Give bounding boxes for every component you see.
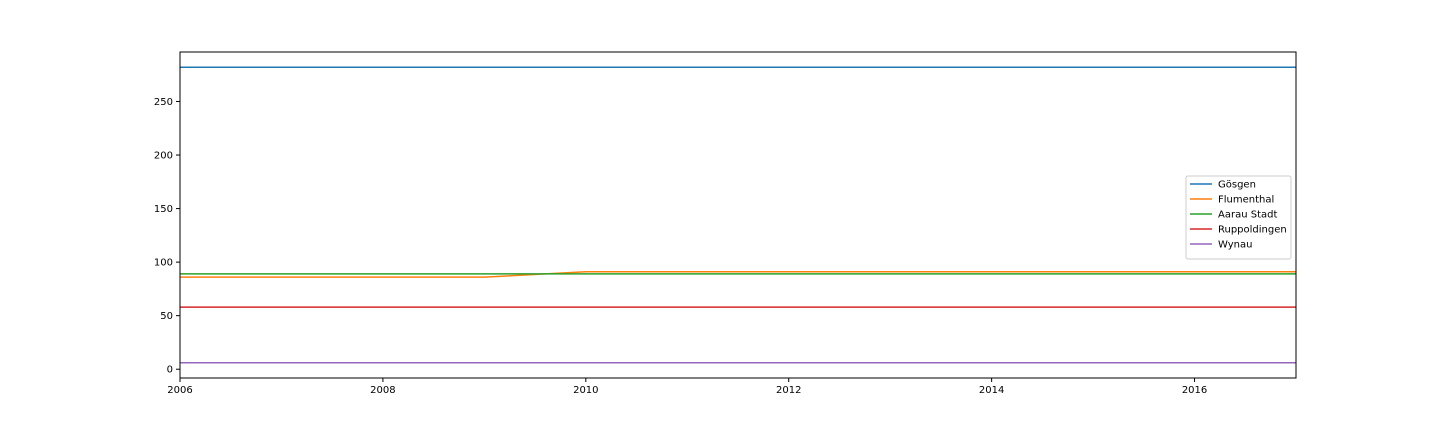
legend-label: Aarau Stadt bbox=[1218, 210, 1277, 221]
legend: Gösgen Flumenthal Aarau Stadt Ruppoldingen W… bbox=[1185, 175, 1292, 260]
x-tick-label: 2008 bbox=[370, 385, 395, 396]
legend-box bbox=[1185, 175, 1292, 260]
y-tick-label: 200 bbox=[154, 151, 173, 162]
legend-label: Gösgen bbox=[1218, 180, 1256, 191]
x-tick-label: 2012 bbox=[776, 385, 801, 396]
axes-layer: 2006 2008 2010 2012 2014 2016 0 50 100 150 200 250 bbox=[154, 51, 1297, 396]
x-tick-label: 2016 bbox=[1182, 385, 1207, 396]
x-tick-label: 2006 bbox=[167, 385, 192, 396]
y-tick-label: 250 bbox=[154, 97, 173, 108]
y-tick-label: 50 bbox=[160, 311, 173, 322]
y-tick-label: 150 bbox=[154, 204, 173, 215]
x-tick-label: 2010 bbox=[573, 385, 598, 396]
series-line-1 bbox=[180, 271, 1296, 278]
x-tick-label: 2014 bbox=[979, 385, 1004, 396]
legend-label: Flumenthal bbox=[1218, 195, 1274, 206]
plot-frame bbox=[179, 51, 1297, 379]
y-tick-label: 100 bbox=[154, 258, 173, 269]
series-layer bbox=[180, 66, 1296, 364]
y-tick-label: 0 bbox=[167, 365, 173, 376]
legend-label: Wynau bbox=[1218, 240, 1252, 251]
legend-label: Ruppoldingen bbox=[1218, 225, 1287, 236]
